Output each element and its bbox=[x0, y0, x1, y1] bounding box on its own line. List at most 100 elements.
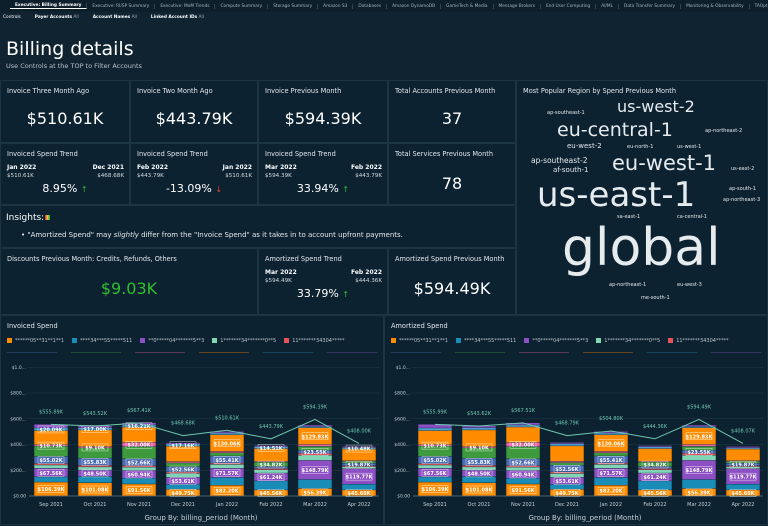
legend-item[interactable]: **0*****04*******5**3 bbox=[524, 338, 588, 344]
bar-segment[interactable] bbox=[34, 477, 67, 482]
bar-segment[interactable] bbox=[462, 428, 495, 430]
region-word[interactable]: eu-west-2 bbox=[567, 143, 602, 150]
bar-segment[interactable] bbox=[254, 469, 287, 470]
bar-segment[interactable] bbox=[78, 477, 111, 483]
chart-legend[interactable]: ******05**31**1**1 ****34***55*****511 **0… bbox=[391, 338, 728, 344]
region-word[interactable]: ap-northeast-1 bbox=[609, 283, 646, 288]
legend-item[interactable]: 1*******34*******0**5 bbox=[596, 338, 660, 344]
stacked-bar-chart[interactable]: $0.00$200...$400...$600...$800...$1.0...… bbox=[385, 356, 768, 526]
tab-ai-ml[interactable]: AI/ML bbox=[596, 4, 619, 9]
bar-segment[interactable] bbox=[166, 462, 199, 463]
bar-segment[interactable] bbox=[682, 427, 715, 428]
invoiced-spend-chart[interactable]: Invoiced Spend******05**31**1**1****34**… bbox=[0, 315, 384, 525]
bar-segment[interactable] bbox=[506, 427, 539, 442]
bar-segment[interactable] bbox=[594, 478, 627, 485]
region-word[interactable]: ap-southeast-1 bbox=[547, 111, 585, 116]
tab-end-user-computing[interactable]: End User Computing bbox=[541, 4, 596, 9]
bar-segment[interactable] bbox=[726, 449, 759, 460]
bar-segment[interactable] bbox=[594, 452, 627, 453]
tab-message-brokers[interactable]: Message Brokers bbox=[494, 4, 541, 9]
region-word[interactable]: eu-west-1 bbox=[612, 153, 716, 174]
invoiced-spend-trend-mar[interactable]: Invoiced Spend Trend Mar 2022$594.39K Fe… bbox=[258, 143, 388, 205]
region-word[interactable]: ap-northeast-2 bbox=[705, 129, 742, 134]
bar-segment[interactable] bbox=[550, 484, 583, 489]
legend-item[interactable]: ******05**31**1**1 bbox=[7, 338, 64, 344]
tab-executive-mom-trends[interactable]: Executive: MoM Trends bbox=[155, 4, 215, 9]
bar-segment[interactable] bbox=[298, 445, 331, 447]
bar-segment[interactable] bbox=[506, 467, 539, 470]
region-word[interactable]: global bbox=[562, 222, 721, 274]
kpi-total-accounts[interactable]: Total Accounts Previous Month 37 bbox=[388, 80, 516, 143]
bar-segment[interactable] bbox=[550, 462, 583, 463]
bar-segment[interactable] bbox=[122, 478, 155, 483]
tab-amazon-dynamodb[interactable]: Amazon DynamoDB bbox=[387, 4, 441, 9]
bar-segment[interactable] bbox=[506, 478, 539, 483]
region-word[interactable]: me-south-1 bbox=[641, 296, 670, 301]
region-word[interactable]: eu-west-3 bbox=[677, 283, 702, 288]
bar-segment[interactable] bbox=[594, 453, 627, 456]
tab-executive-ri-sp-summary[interactable]: Executive: RI/SP Summary bbox=[87, 4, 155, 9]
kpi-discounts[interactable]: Discounts Previous Month: Credits, Refun… bbox=[0, 248, 258, 315]
bar-segment[interactable] bbox=[550, 463, 583, 465]
bar-segment[interactable] bbox=[638, 470, 671, 473]
bar-segment[interactable] bbox=[122, 467, 155, 470]
tab-data-transfer-summary[interactable]: Data Transfer Summary bbox=[619, 4, 681, 9]
legend-item[interactable]: ****34***55*****511 bbox=[456, 338, 516, 344]
bar-segment[interactable] bbox=[638, 469, 671, 470]
invoiced-spend-trend-jan[interactable]: Invoiced Spend Trend Jan 2022$510.61K De… bbox=[0, 143, 130, 205]
legend-item[interactable]: 1*******34*******0**5 bbox=[212, 338, 276, 344]
bar-segment[interactable] bbox=[550, 443, 583, 444]
legend-item[interactable]: 11*******34304***** bbox=[284, 338, 344, 344]
bar-segment[interactable] bbox=[298, 480, 331, 489]
bar-segment[interactable] bbox=[418, 428, 451, 430]
bar-segment[interactable] bbox=[638, 449, 671, 461]
bar-segment[interactable] bbox=[210, 465, 243, 468]
legend-item[interactable]: ******05**31**1**1 bbox=[391, 338, 448, 344]
bar-segment[interactable] bbox=[418, 477, 451, 482]
bar-segment[interactable] bbox=[166, 484, 199, 489]
region-word[interactable]: ap-northeast-3 bbox=[723, 198, 760, 203]
region-word[interactable]: us-east-2 bbox=[731, 167, 754, 172]
tab-databases[interactable]: Databases bbox=[353, 4, 387, 9]
tab-amazon-s3[interactable]: Amazon S3 bbox=[318, 4, 353, 9]
bar-segment[interactable] bbox=[210, 452, 243, 453]
bar-segment[interactable] bbox=[342, 484, 375, 489]
amortized-spend-trend[interactable]: Amortized Spend Trend Mar 2022$594.49K F… bbox=[258, 248, 388, 315]
kpi-total-services[interactable]: Total Services Previous Month 78 bbox=[388, 143, 516, 205]
stacked-bar-chart[interactable]: $0.00$200...$400...$600...$800...$1.0...… bbox=[1, 356, 385, 526]
kpi-invoice-three-month-ago[interactable]: Invoice Three Month Ago $510.61K bbox=[0, 80, 130, 143]
bar-segment[interactable] bbox=[418, 465, 451, 468]
bar-segment[interactable] bbox=[462, 467, 495, 470]
bar-segment[interactable] bbox=[550, 446, 583, 461]
bar-segment[interactable] bbox=[638, 481, 671, 490]
region-word[interactable]: us-west-2 bbox=[617, 99, 695, 115]
bar-segment[interactable] bbox=[638, 447, 671, 448]
region-word[interactable]: eu-central-1 bbox=[557, 121, 673, 140]
bar-segment[interactable] bbox=[594, 465, 627, 468]
bar-segment[interactable] bbox=[682, 480, 715, 489]
bar-segment[interactable] bbox=[298, 455, 331, 460]
bar-segment[interactable] bbox=[726, 447, 759, 448]
bar-segment[interactable] bbox=[298, 427, 331, 428]
bar-segment[interactable] bbox=[682, 445, 715, 447]
kpi-invoice-two-month-ago[interactable]: Invoice Two Month Ago $443.79K bbox=[130, 80, 258, 143]
bar-segment[interactable] bbox=[726, 484, 759, 489]
filter-payer-accounts[interactable]: Payer Accounts All bbox=[35, 15, 79, 20]
chart-legend[interactable]: ******05**31**1**1****34***55*****511**0… bbox=[7, 338, 344, 344]
region-word[interactable]: us-east-1 bbox=[537, 178, 695, 212]
legend-item[interactable]: ****34***55*****511 bbox=[72, 338, 132, 344]
bar-segment[interactable] bbox=[254, 470, 287, 473]
bar-segment[interactable] bbox=[550, 444, 583, 446]
filter-linked-account-ids[interactable]: Linked Account IDs All bbox=[151, 15, 204, 20]
bar-segment[interactable] bbox=[462, 477, 495, 483]
bar-segment[interactable] bbox=[166, 474, 199, 477]
bar-segment[interactable] bbox=[726, 448, 759, 449]
legend-item[interactable]: 11*******34304***** bbox=[668, 338, 728, 344]
bar-segment[interactable] bbox=[78, 467, 111, 470]
bar-segment[interactable] bbox=[254, 481, 287, 490]
region-word[interactable]: ap-southeast-2 bbox=[531, 157, 588, 165]
region-word[interactable]: us-west-1 bbox=[677, 145, 701, 150]
kpi-invoice-previous-month[interactable]: Invoice Previous Month $594.39K bbox=[258, 80, 388, 143]
bar-segment[interactable] bbox=[34, 465, 67, 468]
tab-executive-billing-summary[interactable]: Executive: Billing Summary bbox=[10, 3, 87, 9]
